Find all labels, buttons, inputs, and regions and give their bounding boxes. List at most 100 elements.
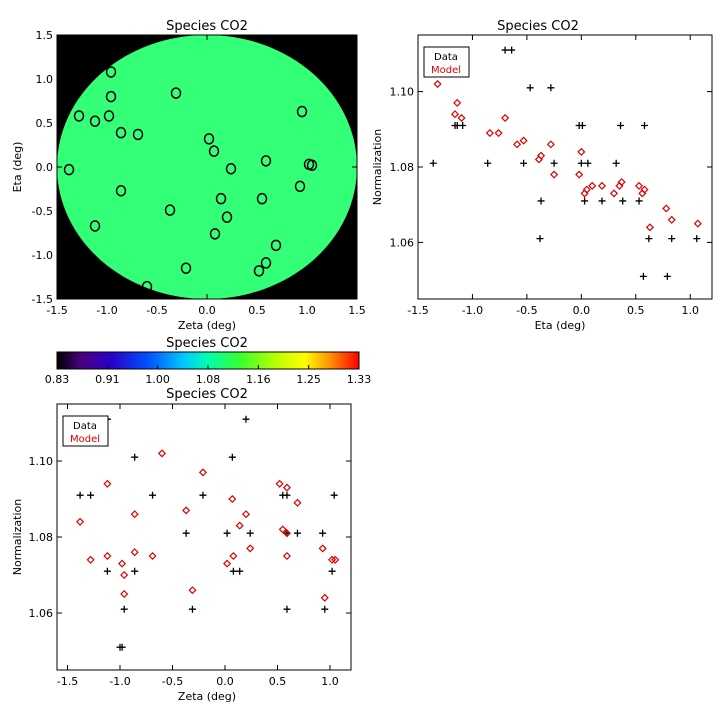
- eta-data-point: [484, 159, 492, 167]
- eta-data-point: [520, 159, 528, 167]
- zeta-y-tick-label: 1.08: [29, 531, 54, 544]
- zeta-model-point: [103, 551, 112, 561]
- eta-model-point: [638, 189, 647, 198]
- map-point: [221, 211, 233, 223]
- eta-data-point: [578, 122, 586, 130]
- map-y-tick-label: -0.5: [32, 205, 53, 218]
- zeta-data-point: [242, 415, 250, 423]
- zeta-data-point: [283, 491, 291, 499]
- zeta-data-point: [87, 491, 95, 499]
- eta-model-point: [453, 98, 462, 107]
- eta-panel: Species CO2 -1.5 -1.0 -0.5 0.0 0.5 1.0 1.061.…: [371, 19, 713, 332]
- eta-model-point: [580, 189, 589, 198]
- eta-model-point: [597, 181, 607, 190]
- eta-data-point: [537, 197, 545, 205]
- zeta-data-point: [199, 491, 207, 499]
- eta-y-tick-label: 1.08: [390, 161, 415, 174]
- map-y-tick-label: -1.5: [32, 293, 53, 306]
- eta-legend-data: Data: [434, 52, 458, 63]
- zeta-data-point: [283, 605, 291, 613]
- colorbar-tick-label: 1.08: [196, 373, 221, 386]
- zeta-y-tick-label: 1.06: [29, 607, 54, 620]
- zeta-x-tick-label: 0.5: [269, 675, 287, 688]
- zeta-x-tick-label: -1.5: [57, 675, 78, 688]
- map-disk: [57, 35, 357, 299]
- eta-model-point: [634, 181, 644, 190]
- colorbar-tick-label: 1.00: [145, 373, 170, 386]
- eta-data-point: [640, 122, 648, 130]
- eta-data-point: [536, 235, 544, 243]
- eta-model-point: [662, 204, 671, 213]
- map-point: [253, 265, 265, 277]
- zeta-model-point: [103, 479, 112, 488]
- zeta-model-point: [130, 548, 139, 557]
- zeta-model-point: [120, 589, 129, 599]
- zeta-data-point: [246, 529, 254, 537]
- zeta-data-point: [103, 567, 111, 575]
- zeta-model-point: [293, 498, 302, 507]
- eta-model-point: [588, 181, 597, 190]
- map-point: [115, 126, 127, 139]
- eta-x-tick-label: 1.0: [681, 304, 699, 317]
- zeta-panel: Species CO2 -1.5 -1.0 -0.5 0.0 0.5 1.0 1.061.…: [11, 387, 352, 703]
- zeta-data-point: [228, 453, 236, 461]
- zeta-model-point: [282, 483, 291, 492]
- zeta-y-axis: 1.06 1.08 1.10: [29, 455, 351, 620]
- colorbar-tick-label: 1.25: [296, 373, 321, 386]
- eta-model-point: [667, 215, 676, 224]
- zeta-model-point: [275, 479, 284, 488]
- colorbar-tick-label: 1.33: [347, 373, 372, 386]
- eta-model-point: [519, 136, 528, 145]
- map-y-tick-label: 0.0: [36, 161, 54, 174]
- eta-data-point: [598, 197, 606, 205]
- zeta-x-tick-label: 0.0: [216, 675, 234, 688]
- map-point: [294, 180, 306, 193]
- map-x-tick-label: 0.0: [198, 304, 216, 317]
- zeta-model-point: [331, 555, 340, 564]
- zeta-x-label: Zeta (deg): [178, 690, 236, 703]
- zeta-model-point: [118, 559, 127, 568]
- map-point: [260, 155, 272, 167]
- eta-data-point: [693, 235, 701, 243]
- eta-model-point: [615, 181, 624, 190]
- eta-legend: Data Model: [423, 46, 470, 78]
- eta-data-point: [550, 159, 558, 167]
- eta-model-point: [485, 129, 494, 138]
- eta-data-point: [635, 197, 643, 205]
- zeta-data-point: [229, 567, 237, 575]
- eta-model-point: [609, 189, 619, 198]
- colorbar-tick-label: 0.91: [95, 373, 120, 386]
- zeta-model-point: [157, 449, 167, 458]
- eta-data-point: [619, 197, 627, 205]
- eta-data-point: [612, 159, 620, 167]
- eta-y-tick-label: 1.06: [390, 236, 415, 249]
- map-point: [89, 115, 101, 127]
- map-point: [225, 163, 237, 175]
- zeta-data-point: [76, 491, 84, 499]
- zeta-data-point: [131, 567, 139, 575]
- zeta-model-point: [120, 570, 129, 580]
- map-x-tick-label: -1.0: [96, 304, 117, 317]
- eta-data-point: [668, 235, 676, 243]
- colorbar-panel: Species CO2 0.83 0.91 1.00 1.08 1.16 1.25 1.33: [45, 336, 372, 386]
- eta-data-point: [547, 84, 555, 92]
- eta-model-point: [693, 219, 702, 228]
- map-point: [270, 239, 282, 252]
- zeta-model-point: [282, 551, 291, 561]
- zeta-data-point: [223, 529, 231, 537]
- zeta-model-point: [228, 494, 237, 504]
- map-point: [132, 128, 144, 141]
- zeta-model-point: [76, 517, 85, 526]
- zeta-data-point: [330, 491, 338, 499]
- eta-model-point: [536, 151, 546, 160]
- zeta-model-point: [229, 551, 238, 561]
- eta-model-point: [575, 170, 584, 179]
- eta-data-point: [645, 235, 653, 243]
- map-point: [105, 90, 117, 103]
- zeta-data-point: [182, 529, 190, 537]
- eta-data-point: [508, 46, 516, 54]
- eta-model-point: [645, 223, 654, 232]
- map-y-tick-label: 0.5: [36, 117, 54, 130]
- map-panel: Species CO2 -1.5 -1.0 -0.5 0.0 0.5 1.0 1.5 -1.…: [11, 19, 366, 332]
